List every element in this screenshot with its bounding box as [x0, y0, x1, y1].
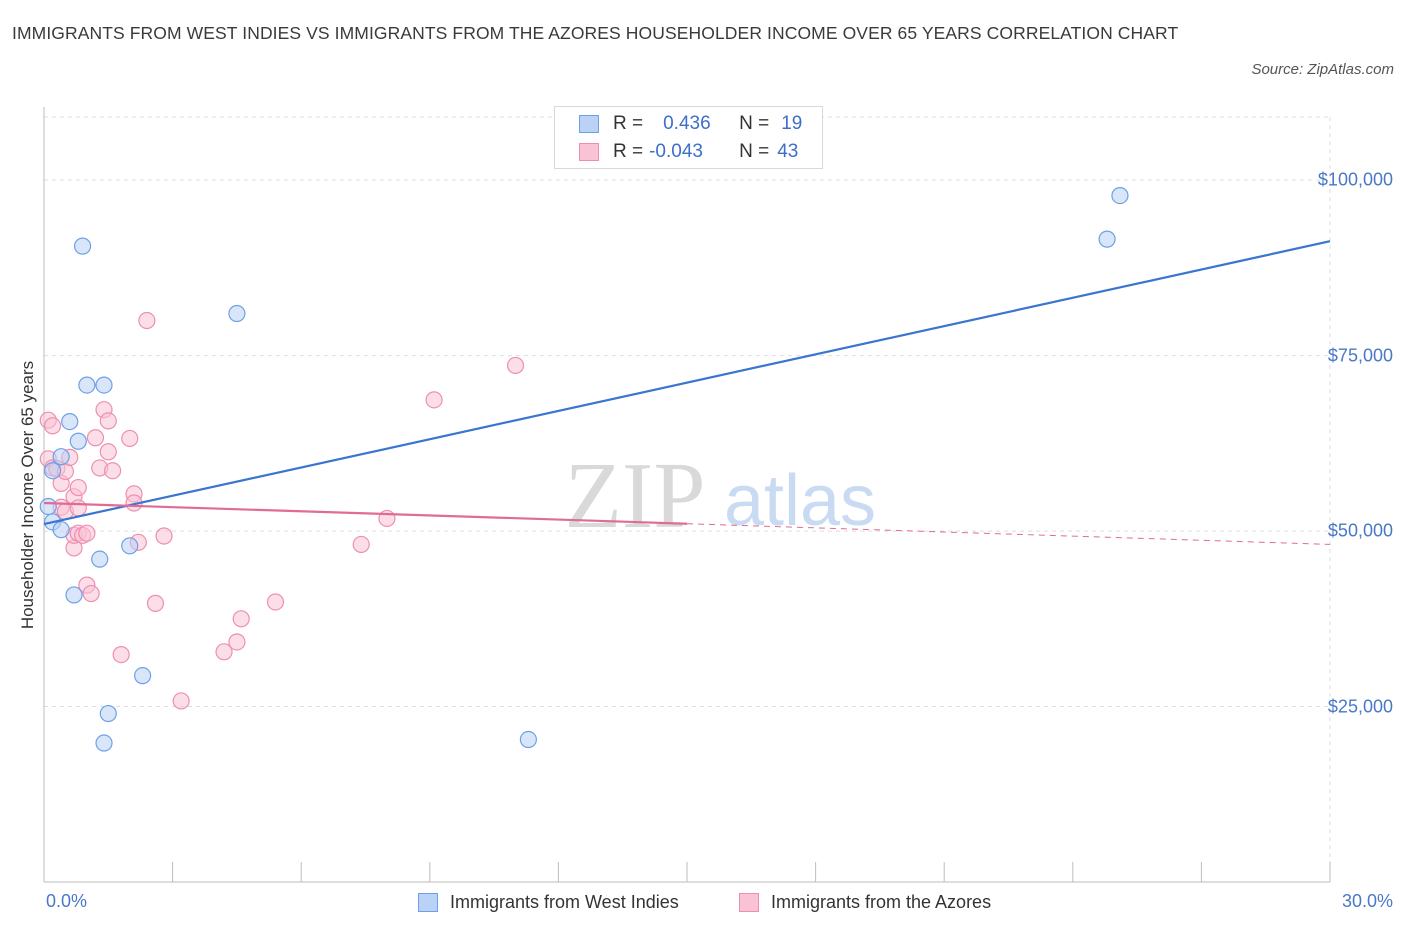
data-point-west-indies	[95, 376, 113, 394]
data-point-west-indies	[519, 730, 537, 749]
legend-n-value: 43	[777, 141, 799, 162]
trend-lines	[43, 240, 1331, 545]
data-point-azores	[425, 391, 443, 409]
data-point-west-indies	[39, 497, 57, 516]
data-point-azores	[352, 535, 370, 554]
data-point-azores	[155, 527, 173, 545]
data-point-azores	[266, 593, 285, 611]
data-point-azores	[228, 633, 246, 651]
axes	[43, 107, 1331, 883]
data-point-west-indies	[228, 304, 246, 323]
data-point-west-indies	[1111, 187, 1129, 205]
data-point-azores	[506, 356, 525, 375]
data-point-west-indies	[73, 237, 92, 255]
data-point-west-indies	[133, 667, 152, 685]
data-point-azores	[82, 584, 100, 603]
legend-item-azores: Immigrants from the Azores	[739, 889, 991, 915]
data-point-west-indies	[121, 537, 139, 555]
stats-legend: R = 0.436 N = 19 R = -0.043 N = 43	[554, 106, 823, 169]
legend-swatch-azores	[579, 143, 599, 161]
data-point-azores	[138, 311, 156, 330]
data-point-azores	[215, 643, 233, 661]
y-tick-label: $75,000	[1327, 345, 1393, 366]
legend-swatch-azores	[739, 892, 759, 912]
data-point-azores	[232, 610, 250, 628]
legend-swatch-west-indies	[418, 892, 438, 912]
data-point-azores	[86, 429, 105, 447]
data-point-azores	[121, 429, 139, 448]
data-point-west-indies	[1098, 230, 1116, 248]
data-point-azores	[69, 499, 87, 517]
trend-line-west-indies	[43, 240, 1331, 526]
legend-r-label: R =	[613, 113, 644, 134]
data-point-west-indies	[52, 448, 70, 466]
y-tick-label: $50,000	[1327, 520, 1393, 541]
data-point-azores	[99, 412, 117, 430]
legend-r-value: -0.043	[649, 141, 703, 162]
data-point-west-indies	[52, 521, 70, 539]
legend-r-label: R =	[613, 141, 644, 162]
data-point-azores	[172, 692, 190, 710]
source-credit: Source: ZipAtlas.com	[1251, 61, 1394, 78]
data-point-azores	[146, 594, 165, 612]
trend-line-azores-extension	[686, 523, 1331, 545]
data-point-west-indies	[91, 550, 109, 568]
data-point-azores	[69, 478, 87, 497]
x-tick-label-min: 0.0%	[46, 891, 88, 911]
data-point-west-indies	[95, 734, 113, 752]
data-point-west-indies	[61, 412, 79, 431]
legend-series-name: Immigrants from the Azores	[771, 891, 992, 912]
data-point-west-indies	[69, 432, 87, 450]
legend-r-value: 0.436	[663, 113, 711, 134]
watermark-zip: ZIP	[565, 444, 706, 548]
legend-n-value: 19	[781, 113, 803, 134]
data-point-azores	[78, 524, 96, 542]
data-point-west-indies	[78, 376, 96, 394]
legend-row-azores: R = -0.043 N = 43	[579, 139, 798, 165]
legend-item-west-indies: Immigrants from West Indies	[418, 889, 679, 915]
legend-swatch-west-indies	[579, 115, 599, 133]
legend-n-label: N =	[739, 113, 770, 134]
data-point-west-indies	[99, 704, 117, 723]
data-point-west-indies	[43, 462, 62, 480]
legend-n-label: N =	[739, 141, 770, 162]
data-point-azores	[112, 646, 130, 664]
data-point-azores	[103, 462, 122, 480]
data-point-azores	[99, 443, 117, 461]
y-tick-label: $100,000	[1317, 169, 1393, 190]
data-point-azores	[43, 417, 62, 435]
trend-line-azores	[43, 501, 688, 525]
x-tick-label-max: 30.0%	[1341, 891, 1393, 911]
y-tick-label: $25,000	[1327, 696, 1393, 717]
chart-title: IMMIGRANTS FROM WEST INDIES VS IMMIGRANT…	[12, 23, 1179, 43]
data-point-west-indies	[65, 586, 83, 604]
legend-series-name: Immigrants from West Indies	[450, 891, 679, 912]
legend-row-west-indies: R = 0.436 N = 19	[579, 111, 802, 137]
